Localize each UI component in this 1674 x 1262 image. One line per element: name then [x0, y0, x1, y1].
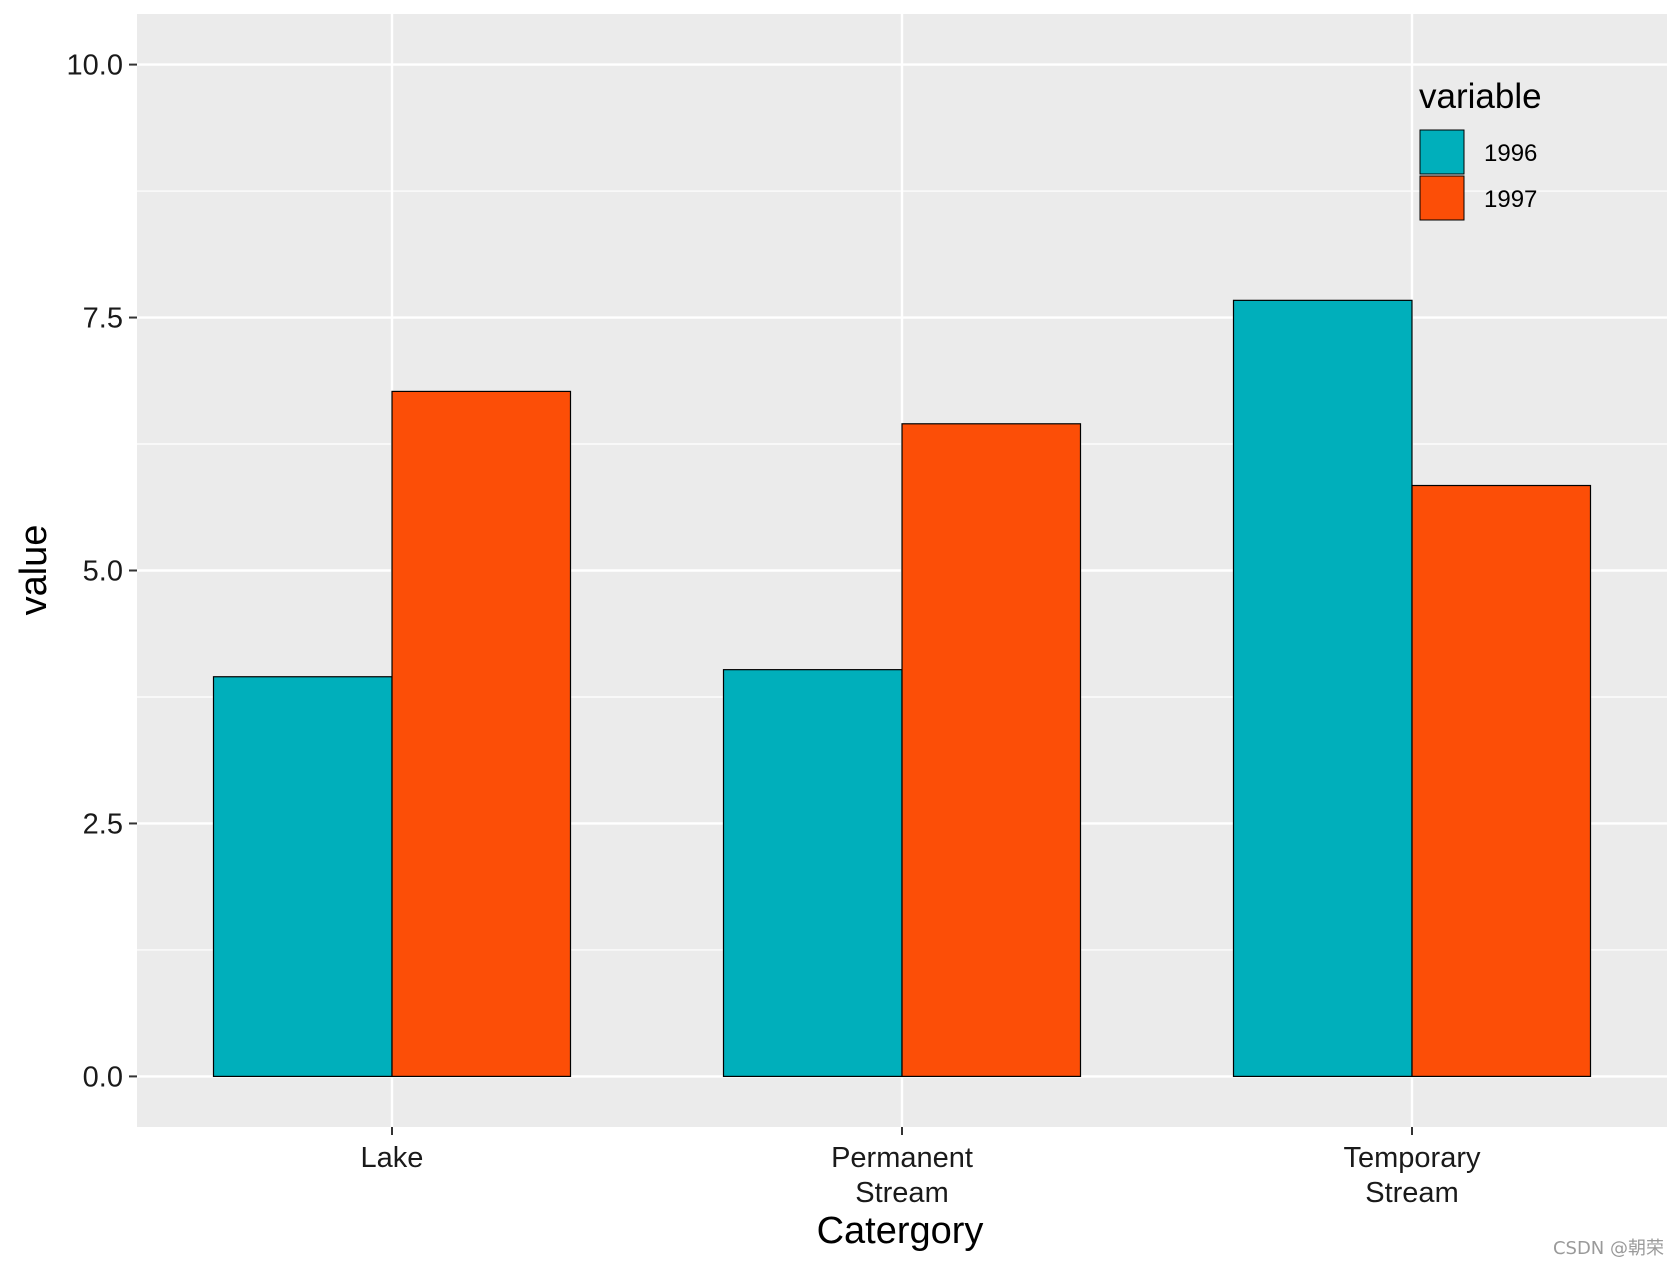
y-tick-label: 5.0	[83, 556, 123, 588]
legend-title: variable	[1419, 77, 1542, 116]
bar-1996-1	[722, 669, 903, 1078]
x-axis-title: Catergory	[817, 1210, 984, 1252]
watermark: CSDN @朝荣	[1553, 1238, 1664, 1259]
y-tick-label: 0.0	[83, 1061, 123, 1093]
bars	[212, 299, 1592, 1078]
legend-items: 1996 1997	[1419, 129, 1537, 221]
x-tick-label-line: Permanent	[831, 1142, 973, 1174]
y-tick-label: 2.5	[83, 808, 123, 840]
y-tick-label: 10.0	[67, 50, 123, 82]
bar-1996-0	[212, 676, 393, 1078]
x-tick-label: Lake	[361, 1142, 424, 1174]
legend-label-1996: 1996	[1484, 140, 1537, 167]
y-axis: 0.0 2.5 5.0 7.5 10.0	[67, 50, 137, 1093]
legend-key-1997	[1419, 175, 1465, 221]
bar-1997-1	[901, 423, 1082, 1078]
x-tick-label: Permanent Stream	[831, 1142, 973, 1209]
x-tick-label-line: Stream	[855, 1177, 948, 1209]
legend: variable 1996 1997	[1419, 77, 1542, 221]
legend-label-1997: 1997	[1484, 186, 1537, 213]
bar-1996-2	[1232, 299, 1413, 1078]
y-tick-label: 7.5	[83, 303, 123, 335]
bar-1997-2	[1411, 484, 1592, 1078]
legend-key-1996	[1419, 129, 1465, 175]
y-axis-title: value	[13, 525, 55, 616]
x-tick-label: Temporary Stream	[1344, 1142, 1481, 1209]
bar-1997-0	[391, 390, 572, 1078]
x-tick-label-line: Lake	[361, 1142, 424, 1174]
x-tick-label-line: Temporary	[1344, 1142, 1481, 1174]
x-tick-label-line: Stream	[1365, 1177, 1458, 1209]
